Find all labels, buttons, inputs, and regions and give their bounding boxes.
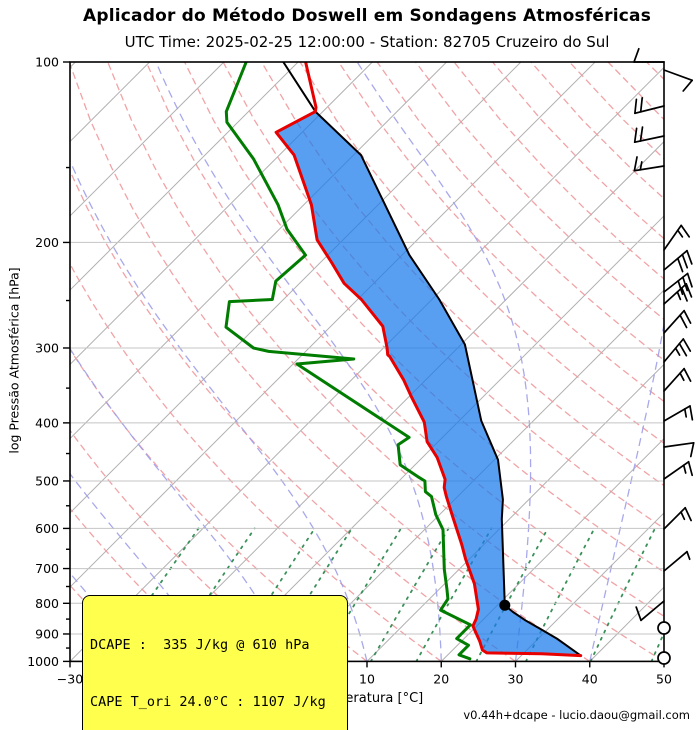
wind-barb-icon — [663, 338, 692, 363]
dcape-line: DCAPE : 335 J/kg @ 610 hPa — [90, 637, 310, 653]
parcel-curve — [282, 62, 582, 657]
y-tick-label: 800 — [35, 596, 59, 611]
y-tick-label: 900 — [35, 626, 59, 641]
wind-barb-icon — [633, 156, 665, 172]
y-tick-label: 600 — [35, 521, 59, 536]
x-tick-label: −30 — [57, 671, 83, 686]
y-tick-label: 1000 — [27, 654, 59, 669]
y-tick-label: 300 — [35, 340, 59, 355]
calm-wind-icon — [657, 621, 671, 635]
version-credit: v0.44h+dcape - lucio.daou@gmail.com — [463, 708, 690, 722]
wind-barb-icon — [663, 441, 695, 458]
wind-barb-icon — [663, 69, 694, 92]
wind-barb-icon — [663, 224, 691, 251]
wind-barb-icon — [633, 47, 665, 63]
x-tick-label: 20 — [433, 671, 449, 686]
wind-barb-icon — [633, 126, 665, 144]
wind-barb-icon — [663, 550, 691, 572]
wind-barb-icon — [663, 249, 693, 273]
cape-fill — [276, 111, 581, 656]
x-tick-label: 30 — [508, 671, 524, 686]
y-tick-label: 500 — [35, 473, 59, 488]
x-tick-label: 40 — [582, 671, 598, 686]
cape-tori-line: CAPE T_ori 24.0°C : 1107 J/kg — [90, 694, 326, 710]
y-tick-label: 400 — [35, 415, 59, 430]
temperature-curve — [274, 62, 583, 658]
calm-wind-icon — [657, 651, 671, 665]
wind-barb-icon — [663, 272, 693, 296]
y-axis-label: log Pressão Atmosférica [hPa] — [6, 267, 22, 454]
plot-border — [69, 61, 665, 663]
x-tick-label: 50 — [656, 671, 672, 686]
page-title: Aplicador do Método Doswell em Sondagens… — [82, 6, 652, 26]
cape-info-box: DCAPE : 335 J/kg @ 610 hPa CAPE T_ori 24… — [82, 595, 348, 730]
wind-barb-icon — [663, 309, 692, 334]
wind-barbs — [633, 47, 695, 665]
lcl-dot — [499, 599, 511, 611]
wind-barb-icon — [635, 600, 665, 622]
y-tick-label: 700 — [35, 561, 59, 576]
dewpoint-curve — [224, 62, 472, 661]
page-subtitle: UTC Time: 2025-02-25 12:00:00 - Station:… — [124, 33, 610, 51]
wind-barb-icon — [663, 460, 694, 480]
y-tick-label: 100 — [35, 55, 59, 70]
wind-barb-icon — [634, 97, 665, 115]
plot-area — [70, 62, 664, 662]
y-tick-label: 200 — [35, 235, 59, 250]
wind-barb-icon — [663, 506, 692, 530]
dry-adiabats — [70, 62, 664, 662]
wind-barb-icon — [663, 283, 693, 305]
wind-barb-icon — [663, 405, 694, 422]
wind-barb-icon — [663, 367, 692, 392]
x-tick-label: 10 — [359, 671, 375, 686]
